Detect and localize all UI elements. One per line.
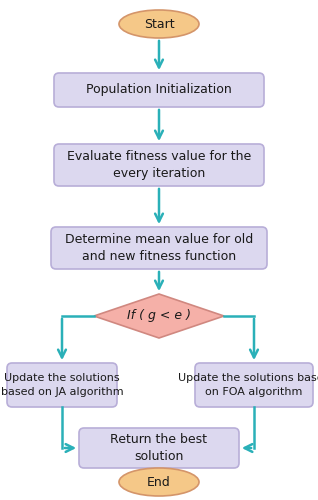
Polygon shape xyxy=(94,294,224,338)
FancyBboxPatch shape xyxy=(54,144,264,186)
FancyBboxPatch shape xyxy=(51,227,267,269)
Text: End: End xyxy=(147,476,171,488)
Text: Update the solutions
based on JA algorithm: Update the solutions based on JA algorit… xyxy=(1,374,123,396)
Text: Return the best
solution: Return the best solution xyxy=(110,433,208,463)
Ellipse shape xyxy=(119,10,199,38)
Text: Evaluate fitness value for the
every iteration: Evaluate fitness value for the every ite… xyxy=(67,150,251,180)
Text: Start: Start xyxy=(144,18,174,30)
Ellipse shape xyxy=(119,468,199,496)
FancyBboxPatch shape xyxy=(79,428,239,468)
FancyBboxPatch shape xyxy=(195,363,313,407)
Text: Determine mean value for old
and new fitness function: Determine mean value for old and new fit… xyxy=(65,233,253,263)
Text: If ( g < e ): If ( g < e ) xyxy=(127,310,191,322)
FancyBboxPatch shape xyxy=(54,73,264,107)
Text: Update the solutions based
on FOA algorithm: Update the solutions based on FOA algori… xyxy=(178,374,318,396)
Text: Population Initialization: Population Initialization xyxy=(86,84,232,96)
FancyBboxPatch shape xyxy=(7,363,117,407)
